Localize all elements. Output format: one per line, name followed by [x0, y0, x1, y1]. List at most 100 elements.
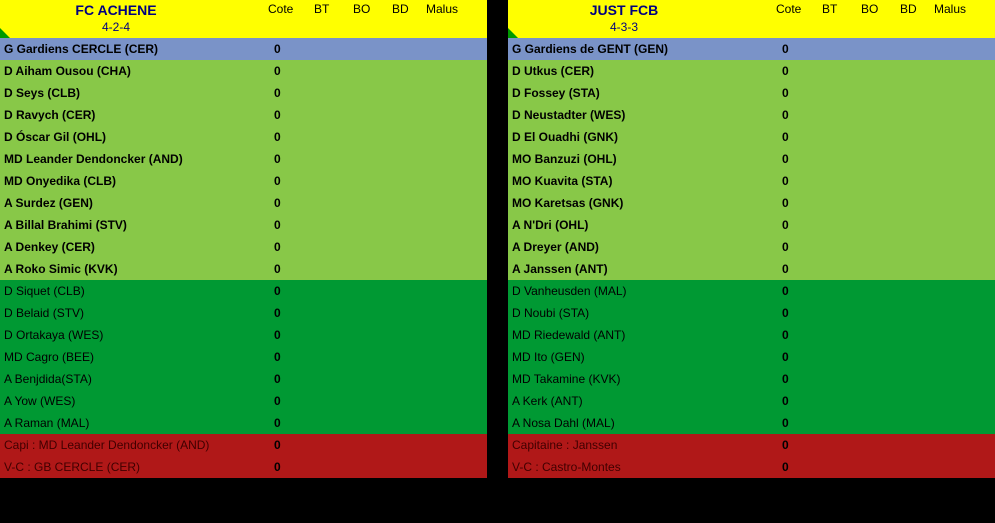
player-row: MO Kuavita (STA) 0: [508, 170, 995, 192]
player-label: V-C : GB CERCLE (CER): [4, 456, 140, 478]
player-cote: 0: [274, 236, 281, 258]
player-cote: 0: [274, 104, 281, 126]
player-row: MD Leander Dendoncker (AND)0: [0, 148, 487, 170]
player-row: G Gardiens CERCLE (CER) 0: [0, 38, 487, 60]
player-row: D Óscar Gil (OHL) 0: [0, 126, 487, 148]
player-row: D Utkus (CER)0: [508, 60, 995, 82]
player-label: A N'Dri (OHL): [512, 214, 588, 236]
player-row: A Surdez (GEN)0: [0, 192, 487, 214]
player-row: D El Ouadhi (GNK)0: [508, 126, 995, 148]
player-row: A Denkey (CER) 0: [0, 236, 487, 258]
col-header-bt: BT: [314, 2, 329, 16]
player-label: A Denkey (CER): [4, 236, 95, 258]
player-row: A N'Dri (OHL)0: [508, 214, 995, 236]
player-cote: 0: [782, 104, 789, 126]
player-cote: 0: [274, 412, 281, 434]
player-cote: 0: [782, 82, 789, 104]
player-label: A Roko Simic (KVK): [4, 258, 118, 280]
player-row: D Noubi (STA) 0: [508, 302, 995, 324]
player-cote: 0: [274, 280, 281, 302]
player-label: D Ortakaya (WES): [4, 324, 103, 346]
player-label: Capi : MD Leander Dendoncker (AND): [4, 434, 209, 456]
player-label: A Billal Brahimi (STV): [4, 214, 127, 236]
player-row: Capi : MD Leander Dendoncker (AND) 0: [0, 434, 487, 456]
player-label: D Siquet (CLB): [4, 280, 85, 302]
player-label: MD Takamine (KVK): [512, 368, 620, 390]
col-header-cote: Cote: [268, 2, 293, 16]
player-cote: 0: [782, 126, 789, 148]
player-label: D Ravych (CER): [4, 104, 95, 126]
player-cote: 0: [274, 82, 281, 104]
player-cote: 0: [274, 126, 281, 148]
col-header-cote: Cote: [776, 2, 801, 16]
player-cote: 0: [782, 236, 789, 258]
player-cote: 0: [274, 346, 281, 368]
player-cote: 0: [274, 258, 281, 280]
player-cote: 0: [782, 412, 789, 434]
player-label: A Kerk (ANT): [512, 390, 583, 412]
player-row: D Belaid (STV)0: [0, 302, 487, 324]
player-cote: 0: [782, 434, 789, 456]
player-row: MD Riedewald (ANT) 0: [508, 324, 995, 346]
player-row: D Siquet (CLB) 0: [0, 280, 487, 302]
col-header-bo: BO: [861, 2, 878, 16]
team-panel-right: JUST FCB 4-3-3 Cote BT BO BD Malus G Gar…: [508, 0, 995, 523]
player-row: D Fossey (STA) 0: [508, 82, 995, 104]
player-cote: 0: [782, 324, 789, 346]
player-row: Capitaine : Janssen 0: [508, 434, 995, 456]
player-cote: 0: [782, 258, 789, 280]
player-label: D Fossey (STA): [512, 82, 600, 104]
player-row: A Dreyer (AND)0: [508, 236, 995, 258]
team-panel-left: FC ACHENE 4-2-4 Cote BT BO BD Malus G Ga…: [0, 0, 487, 523]
player-row: A Raman (MAL) 0: [0, 412, 487, 434]
player-cote: 0: [782, 390, 789, 412]
team-formation: 4-2-4: [0, 20, 232, 34]
player-cote: 0: [274, 38, 281, 60]
player-row: G Gardiens de GENT (GEN)0: [508, 38, 995, 60]
player-label: D Noubi (STA): [512, 302, 589, 324]
player-label: A Yow (WES): [4, 390, 75, 412]
player-label: MD Cagro (BEE): [4, 346, 94, 368]
player-row: A Kerk (ANT) 0: [508, 390, 995, 412]
player-cote: 0: [274, 434, 281, 456]
player-row: A Benjdida(STA) 0: [0, 368, 487, 390]
player-cote: 0: [274, 368, 281, 390]
player-label: D Vanheusden (MAL): [512, 280, 627, 302]
player-cote: 0: [782, 302, 789, 324]
player-label: MD Ito (GEN): [512, 346, 585, 368]
player-label: A Raman (MAL): [4, 412, 89, 434]
player-label: D Seys (CLB): [4, 82, 80, 104]
player-label: V-C : Castro-Montes: [512, 456, 621, 478]
team-header: JUST FCB 4-3-3 Cote BT BO BD Malus: [508, 0, 995, 38]
player-label: A Benjdida(STA): [4, 368, 92, 390]
player-row: D Vanheusden (MAL)0: [508, 280, 995, 302]
team-formation: 4-3-3: [508, 20, 740, 34]
player-cote: 0: [782, 170, 789, 192]
player-label: MO Banzuzi (OHL): [512, 148, 617, 170]
player-label: D Óscar Gil (OHL): [4, 126, 106, 148]
player-row: D Seys (CLB) 0: [0, 82, 487, 104]
player-row: MD Onyedika (CLB)0: [0, 170, 487, 192]
player-cote: 0: [782, 456, 789, 478]
player-label: Capitaine : Janssen: [512, 434, 617, 456]
player-label: MD Leander Dendoncker (AND): [4, 148, 183, 170]
player-label: MO Kuavita (STA): [512, 170, 612, 192]
player-label: D Aiham Ousou (CHA): [4, 60, 131, 82]
player-cote: 0: [782, 148, 789, 170]
player-cote: 0: [274, 60, 281, 82]
team-name: JUST FCB: [508, 2, 740, 18]
player-row: D Ortakaya (WES)0: [0, 324, 487, 346]
player-cote: 0: [274, 192, 281, 214]
player-cote: 0: [274, 214, 281, 236]
player-cote: 0: [274, 456, 281, 478]
col-header-bt: BT: [822, 2, 837, 16]
col-header-bd: BD: [900, 2, 917, 16]
player-label: G Gardiens CERCLE (CER): [4, 38, 158, 60]
player-row: A Billal Brahimi (STV) 0: [0, 214, 487, 236]
player-row: MO Banzuzi (OHL) 0: [508, 148, 995, 170]
player-cote: 0: [274, 302, 281, 324]
player-label: MD Riedewald (ANT): [512, 324, 625, 346]
player-cote: 0: [782, 192, 789, 214]
player-row: V-C : GB CERCLE (CER) 0: [0, 456, 487, 478]
team-rows: G Gardiens CERCLE (CER) 0 D Aiham Ousou (C…: [0, 38, 487, 478]
